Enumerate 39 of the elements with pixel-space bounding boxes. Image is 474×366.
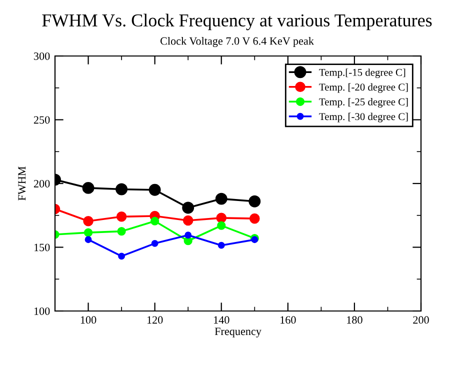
x-tick-label: 120 (147, 316, 163, 324)
point (82, 182, 94, 194)
chart-subtitle: Clock Voltage 7.0 V 6.4 KeV peak (160, 36, 314, 48)
point (84, 236, 92, 244)
y-tick-label: 100 (34, 307, 50, 315)
point (217, 221, 226, 230)
legend-label: Temp.[-15 degree C] (319, 68, 406, 78)
point (184, 232, 192, 239)
point (218, 242, 225, 249)
point (151, 240, 158, 247)
point (83, 216, 94, 226)
x-axis-title: Frequency (214, 328, 262, 338)
x-tick-label: 100 (80, 316, 96, 324)
point (248, 195, 261, 208)
point (216, 212, 227, 224)
x-tick-label: 140 (214, 316, 230, 324)
x-tick-label: 180 (347, 316, 362, 324)
y-tick-label: 250 (34, 116, 50, 124)
point (182, 215, 194, 226)
point (118, 252, 126, 260)
point (150, 216, 160, 226)
point (116, 183, 128, 196)
y-tick-label: 150 (34, 244, 50, 252)
point (182, 202, 194, 214)
point (249, 213, 260, 224)
legend-label: Temp. [-20 degree C] (319, 83, 408, 93)
point (116, 212, 127, 222)
point (148, 184, 161, 196)
y-tick-label: 200 (34, 180, 50, 188)
point (84, 228, 93, 237)
point (215, 192, 228, 205)
y-tick-label: 300 (34, 52, 50, 60)
legend-label: Temp. [-30 degree C] (319, 112, 408, 122)
legend-label: Temp. [-25 degree C] (319, 98, 408, 108)
x-tick-label: 160 (280, 316, 296, 324)
y-axis-title: FWHM (18, 166, 26, 200)
chart-title: FWHM Vs. Clock Frequency at various Temperatures (42, 14, 432, 30)
x-tick-label: 200 (413, 316, 429, 324)
point (117, 227, 126, 236)
